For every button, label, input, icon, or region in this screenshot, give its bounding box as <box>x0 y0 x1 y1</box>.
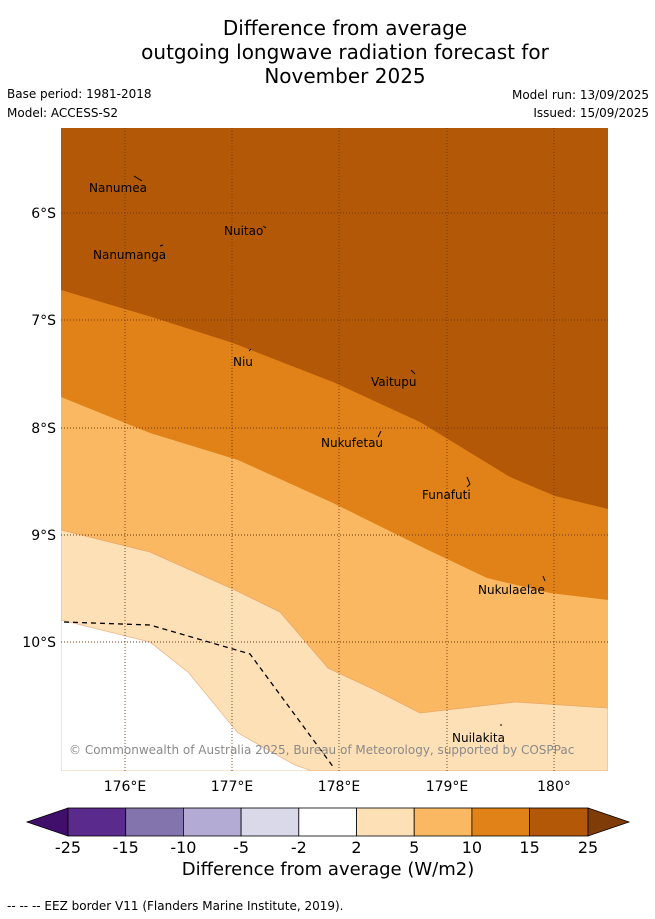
lon-label-176e: 176°E <box>104 779 147 795</box>
cb-tick-7: 5 <box>409 838 419 857</box>
colorbar-bin-7 <box>413 807 473 837</box>
colorbar-bin-8 <box>471 807 530 837</box>
chart-title: Difference from average outgoing longwav… <box>0 16 655 88</box>
latitude-labels: 6°S 7°S 8°S 9°S 10°S <box>22 206 56 651</box>
copyright-notice: © Commonwealth of Australia 2025, Bureau… <box>69 743 574 757</box>
lat-label-6s: 6°S <box>31 206 56 222</box>
cb-tick-6: 2 <box>351 838 361 857</box>
colorbar-over-arrow <box>587 807 631 837</box>
title-line-1: Difference from average <box>222 16 468 40</box>
band-neutral <box>61 619 313 771</box>
colorbar-ticks: -25 -15 -10 -5 -2 2 5 10 15 25 <box>55 838 598 857</box>
cb-tick-10: 25 <box>578 838 598 857</box>
model-name: Model: ACCESS-S2 <box>7 106 119 120</box>
colorbar-bin-9 <box>529 807 589 837</box>
base-period: Base period: 1981-2018 <box>7 87 152 101</box>
lat-label-7s: 7°S <box>31 313 56 329</box>
colorbar-bin-3 <box>182 807 242 837</box>
model-run: Model run: 13/09/2025 <box>511 88 649 102</box>
place-label-nanumanga: Nanumanga <box>93 248 166 262</box>
lon-label-177e: 177°E <box>211 779 254 795</box>
title-line-2: outgoing longwave radiation forecast for <box>141 40 549 64</box>
lat-label-8s: 8°S <box>31 421 56 437</box>
cb-tick-2: -15 <box>113 838 139 857</box>
cb-tick-9: 15 <box>519 838 539 857</box>
colorbar-bin-4 <box>240 807 300 837</box>
issued-date: Issued: 15/09/2025 <box>533 106 649 120</box>
place-label-nuitao: Nuitao <box>224 224 263 238</box>
cb-tick-3: -10 <box>170 838 196 857</box>
title-line-3: November 2025 <box>264 64 426 88</box>
graticule <box>61 128 608 771</box>
forecast-map: Nanumea Nuitao Nanumanga Niu Vaitupu Nuk… <box>22 128 631 880</box>
colorbar-bin-1 <box>67 807 127 837</box>
place-label-nuilakita: Nuilakita <box>452 731 505 745</box>
colorbar-bin-2 <box>125 807 184 837</box>
longitude-labels: 176°E 177°E 178°E 179°E 180° <box>104 779 571 795</box>
cb-tick-1: -25 <box>55 838 81 857</box>
lat-label-10s: 10°S <box>22 635 56 651</box>
lon-label-178e: 178°E <box>318 779 361 795</box>
lat-label-9s: 9°S <box>31 528 56 544</box>
colorbar <box>25 807 631 837</box>
place-label-nukulaelae: Nukulaelae <box>478 583 545 597</box>
colorbar-bin-6 <box>356 807 415 837</box>
anomaly-field: Nanumea Nuitao Nanumanga Niu Vaitupu Nuk… <box>61 128 608 771</box>
cb-tick-4: -5 <box>233 838 249 857</box>
place-label-nanumea: Nanumea <box>89 181 147 195</box>
colorbar-bin-5 <box>298 807 357 837</box>
place-labels: Nanumea Nuitao Nanumanga Niu Vaitupu Nuk… <box>89 181 545 745</box>
cb-tick-5: -2 <box>291 838 307 857</box>
place-label-funafuti: Funafuti <box>422 488 471 502</box>
lon-label-180: 180° <box>537 779 571 795</box>
island-shapes <box>133 175 546 726</box>
eez-footnote: -- -- -- EEZ border V11 (Flanders Marine… <box>7 899 344 913</box>
colorbar-under-arrow <box>25 807 69 837</box>
place-label-vaitupu: Vaitupu <box>371 375 417 389</box>
colorbar-title: Difference from average (W/m2) <box>182 859 474 880</box>
lon-label-179e: 179°E <box>426 779 469 795</box>
eez-border <box>63 621 335 769</box>
place-label-nukufetau: Nukufetau <box>321 436 383 450</box>
place-label-niu: Niu <box>233 355 253 369</box>
cb-tick-8: 10 <box>462 838 482 857</box>
